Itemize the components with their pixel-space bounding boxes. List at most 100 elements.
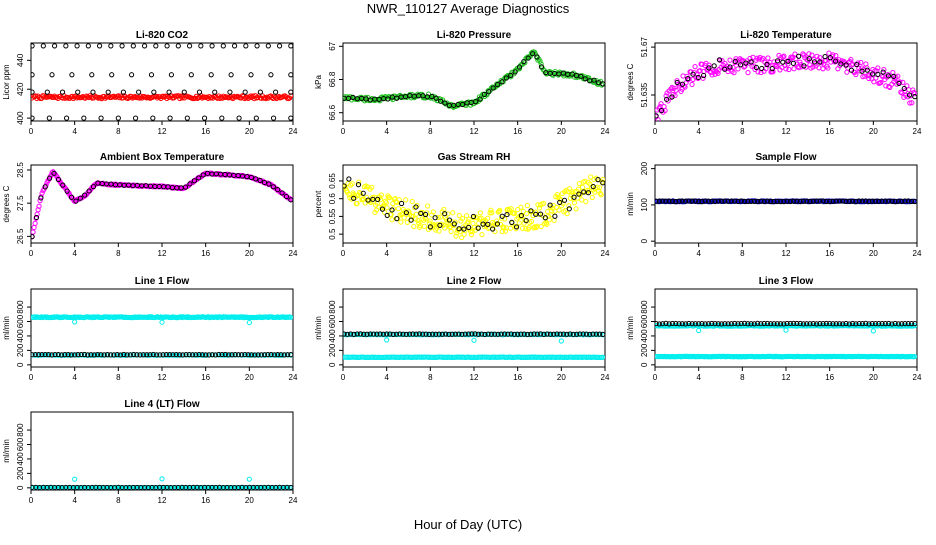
- plot-frame: [30, 42, 294, 122]
- data-point: [787, 198, 793, 205]
- data-point: [288, 89, 293, 95]
- y-tick-label: 200: [640, 161, 649, 175]
- y-tick-label: 0: [640, 362, 649, 367]
- data-point: [664, 96, 670, 102]
- data-point: [692, 321, 698, 327]
- data-point: [516, 66, 523, 72]
- data-point: [875, 65, 881, 71]
- data-point: [732, 58, 738, 65]
- data-point: [800, 321, 807, 327]
- data-point: [709, 320, 715, 327]
- data-point: [764, 61, 770, 68]
- y-axis-label: ml/min: [314, 316, 323, 340]
- data-point: [663, 93, 669, 99]
- data-point: [577, 331, 583, 337]
- data-point: [655, 320, 659, 327]
- data-point: [199, 352, 205, 358]
- data-point: [553, 204, 560, 210]
- data-point: [51, 170, 57, 176]
- data-point: [45, 352, 52, 358]
- data-point: [508, 331, 514, 337]
- x-tick-label: 12: [470, 127, 479, 136]
- x-tick-label: 16: [825, 127, 834, 136]
- data-point: [794, 198, 800, 204]
- data-point: [216, 351, 222, 358]
- data-point: [582, 76, 588, 82]
- data-point: [895, 198, 902, 204]
- data-point: [429, 331, 436, 337]
- data-point: [761, 198, 767, 205]
- data-point: [378, 192, 384, 198]
- data-point: [524, 202, 530, 209]
- data-point: [111, 352, 117, 358]
- data-point: [261, 179, 268, 186]
- data-point: [699, 199, 705, 205]
- data-point: [581, 189, 587, 195]
- data-point: [758, 321, 764, 327]
- data-point: [879, 320, 885, 327]
- data-point: [902, 198, 908, 204]
- x-tick-label: 16: [513, 373, 522, 382]
- data-point: [164, 43, 170, 49]
- data-point: [385, 96, 391, 102]
- data-point: [245, 352, 251, 358]
- data-point: [856, 65, 862, 72]
- data-point: [791, 198, 797, 204]
- data-point: [81, 115, 87, 121]
- data-point: [706, 62, 712, 68]
- data-point: [567, 331, 573, 337]
- data-point: [858, 59, 864, 66]
- data-point: [820, 198, 826, 204]
- data-point: [557, 196, 563, 202]
- x-tick-label: 16: [513, 249, 522, 258]
- data-point: [403, 197, 409, 203]
- points-layer: [31, 476, 293, 490]
- data-point: [848, 56, 854, 63]
- data-point: [86, 188, 92, 194]
- data-point: [557, 331, 563, 337]
- data-point: [465, 331, 472, 337]
- data-point: [848, 67, 855, 73]
- data-point: [479, 331, 485, 337]
- data-point: [187, 181, 193, 187]
- data-point: [511, 210, 518, 217]
- data-point: [560, 70, 566, 76]
- x-tick-label: 8: [428, 373, 433, 382]
- data-point: [201, 115, 208, 121]
- series-minute: [31, 93, 293, 102]
- data-point: [42, 184, 48, 190]
- data-point: [98, 115, 104, 121]
- data-point: [676, 321, 682, 327]
- data-point: [446, 331, 452, 337]
- data-point: [905, 321, 911, 327]
- x-tick-label: 16: [201, 127, 210, 136]
- data-point: [65, 352, 71, 358]
- panel-6: Sample Flow ml/min 0 4 8 12 16 20 24 0 100 200: [626, 152, 922, 258]
- data-point: [346, 176, 352, 182]
- data-point: [833, 58, 839, 64]
- data-point: [253, 115, 259, 121]
- data-point: [413, 204, 419, 210]
- data-point: [701, 72, 707, 79]
- data-point: [418, 210, 424, 217]
- data-point: [771, 198, 777, 205]
- y-tick-label: 51.635: [640, 82, 649, 107]
- data-point: [270, 184, 276, 190]
- data-point: [809, 52, 815, 58]
- data-point: [722, 66, 728, 72]
- data-point: [406, 209, 412, 215]
- data-point: [673, 87, 679, 93]
- data-point: [465, 219, 471, 225]
- data-point: [784, 198, 790, 204]
- y-tick-label: 200: [640, 343, 649, 357]
- x-tick-label: 8: [428, 249, 433, 258]
- series-hourly: [343, 51, 605, 108]
- data-point: [549, 208, 555, 214]
- data-point: [715, 321, 721, 327]
- y-tick-label: 66.6: [328, 104, 337, 120]
- x-tick-label: 20: [245, 496, 254, 505]
- data-point: [523, 211, 530, 217]
- data-point: [807, 198, 813, 205]
- data-point: [72, 476, 78, 482]
- data-point: [849, 320, 856, 327]
